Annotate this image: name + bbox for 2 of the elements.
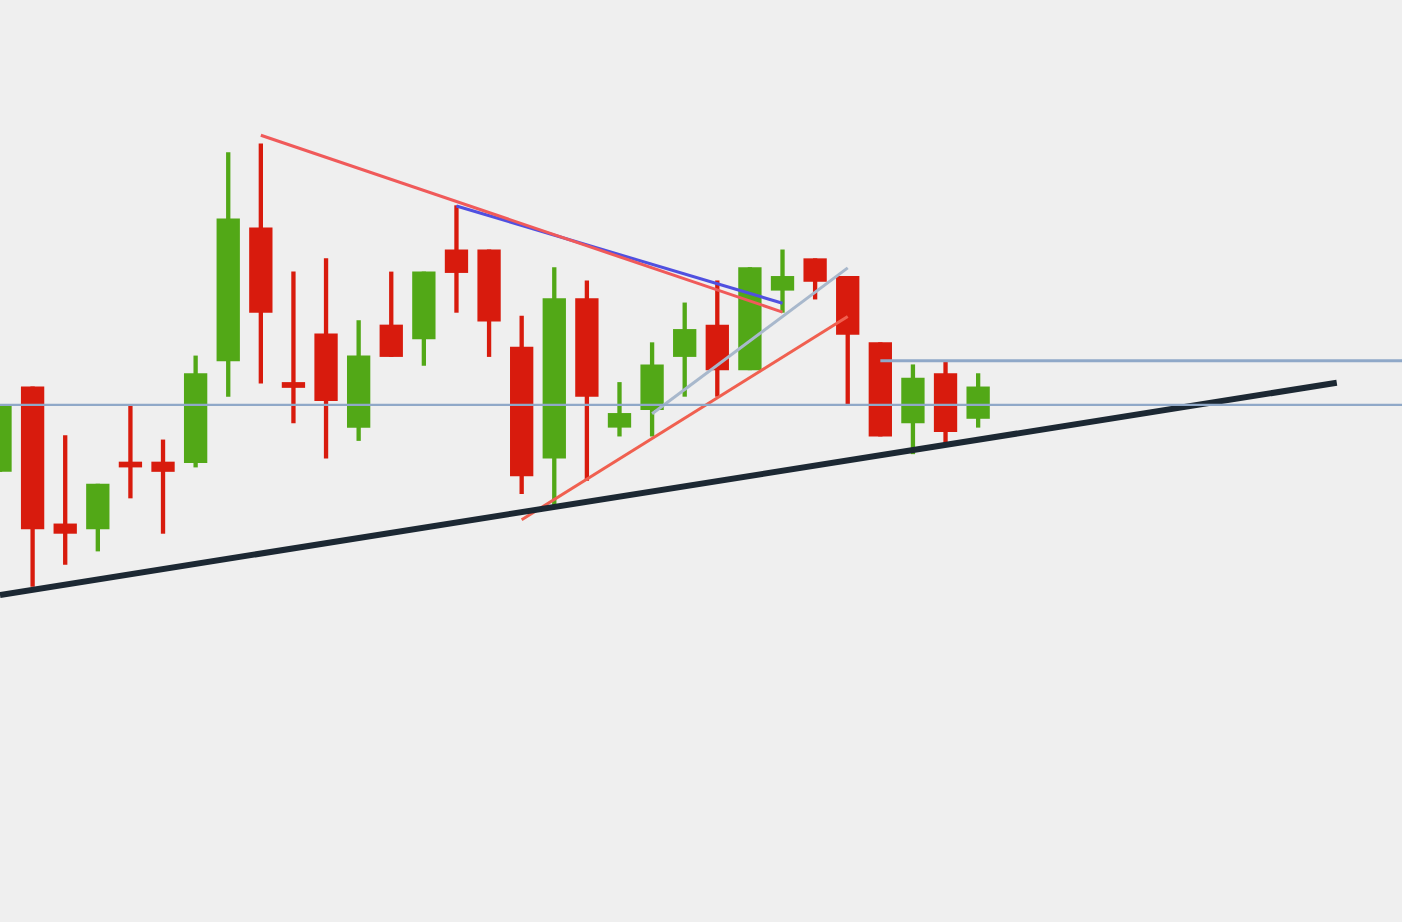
candlestick — [281, 271, 306, 424]
candlestick — [444, 205, 469, 313]
